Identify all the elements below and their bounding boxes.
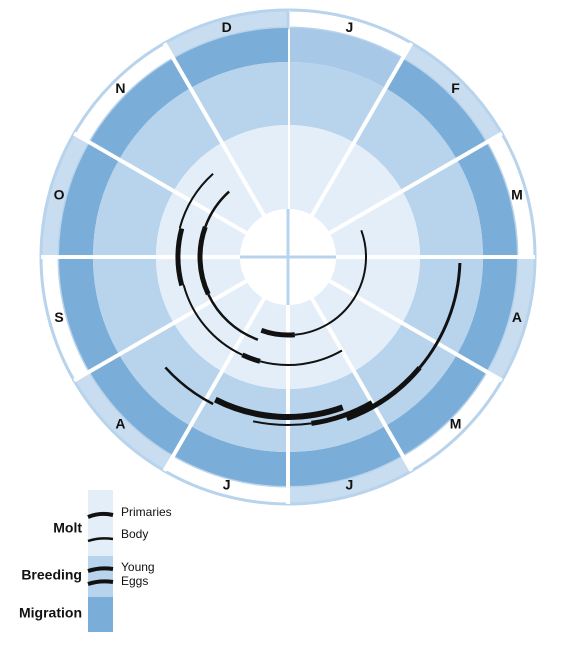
migration-cell	[89, 58, 191, 160]
breeding-cell	[190, 62, 288, 143]
cycle-arc	[175, 227, 185, 287]
molt-cell	[312, 281, 403, 372]
month-label: F	[451, 80, 460, 96]
molt-cell	[312, 142, 403, 233]
month-label: A	[115, 415, 125, 431]
cycle-arc	[214, 396, 344, 420]
legend-eggs-mark	[87, 579, 114, 586]
month-labels: J F M A M J J A S O N D	[54, 19, 523, 493]
month-divider	[310, 297, 414, 472]
month-label: J	[345, 477, 353, 493]
cycle-arc	[204, 190, 230, 228]
molt-cell	[288, 125, 354, 216]
legend-molt: Molt	[53, 520, 82, 536]
breeding-cell	[93, 159, 174, 257]
month-divider	[310, 42, 414, 217]
legend-body: Body	[121, 527, 148, 541]
migration-cell	[173, 28, 288, 89]
molt-cell	[222, 298, 288, 390]
cycle-arc	[207, 293, 259, 341]
breeding-cell	[93, 257, 174, 355]
cycle-arc	[418, 262, 462, 369]
month-label: N	[115, 80, 125, 96]
cycle-arc	[241, 352, 261, 364]
molt-cell	[173, 281, 264, 372]
migration-cell	[385, 354, 487, 456]
legend-migration: Migration	[19, 605, 82, 621]
breeding-cell	[402, 159, 484, 257]
legend-breeding-band	[88, 556, 113, 597]
breeding-cell	[354, 88, 457, 191]
month-label: S	[54, 309, 63, 325]
migration-cell	[89, 354, 191, 456]
cycle-arc	[345, 365, 422, 421]
cycle-arc	[260, 327, 296, 338]
legend-primaries: Primaries	[121, 505, 172, 519]
migration-cell	[385, 58, 487, 160]
migration-cell	[173, 425, 288, 486]
month-label: J	[223, 477, 231, 493]
cycle-arc	[294, 229, 367, 336]
legend-primaries-mark	[87, 511, 114, 519]
month-label: O	[54, 186, 65, 202]
month-label: J	[345, 19, 353, 35]
month-divider	[162, 297, 266, 472]
molt-cell	[288, 298, 354, 390]
month-label: M	[511, 186, 523, 202]
breeding-cell	[288, 62, 386, 143]
month-divider	[162, 42, 266, 217]
molt-cell	[222, 125, 288, 216]
cycle-arc	[164, 366, 214, 406]
cycle-arc	[311, 400, 374, 426]
legend-eggs: Eggs	[121, 574, 148, 588]
migration-cell	[288, 425, 403, 486]
legend-young-mark	[87, 566, 114, 573]
legend-body-mark	[87, 537, 114, 543]
rings	[39, 8, 537, 506]
cycle-arcs	[164, 173, 462, 426]
month-divider	[328, 279, 503, 383]
month-label: D	[222, 19, 232, 35]
month-label: M	[450, 415, 462, 431]
legend-migration-band	[88, 597, 113, 632]
molt-cell	[173, 142, 264, 233]
month-label: A	[512, 309, 522, 325]
molt-cell	[329, 257, 420, 323]
breeding-cell	[119, 88, 222, 191]
month-divider	[328, 131, 503, 235]
migration-cell	[59, 257, 120, 372]
legend-breeding: Breeding	[21, 567, 82, 583]
cycle-arc	[259, 349, 343, 366]
molt-cell	[329, 191, 421, 257]
cycle-arc	[182, 284, 243, 356]
month-divider	[73, 131, 248, 235]
month-divider	[73, 279, 248, 383]
migration-cell	[456, 257, 517, 372]
cycle-arc	[252, 420, 312, 426]
breeding-cell	[402, 257, 483, 355]
migration-cell	[288, 28, 403, 89]
migration-cell	[59, 142, 120, 257]
cycle-arc	[178, 173, 214, 229]
migration-cell	[456, 142, 517, 257]
cycle-arc	[197, 226, 211, 296]
legend-molt-band	[88, 490, 113, 556]
legend: Molt Primaries Body Breeding Young Eggs …	[19, 490, 172, 632]
legend-young: Young	[121, 560, 155, 574]
